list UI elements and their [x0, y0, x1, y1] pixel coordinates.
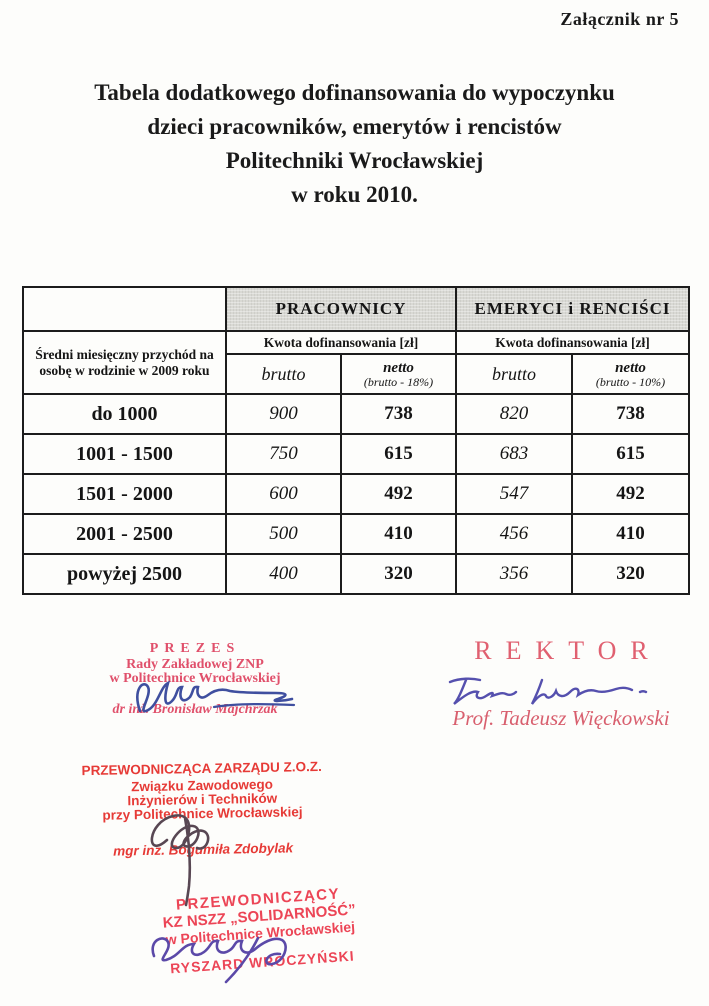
prac-brutto-cell: 400 — [225, 553, 342, 595]
attachment-label: Załącznik nr 5 — [560, 9, 679, 29]
table-amount-header-row: Średni miesięczny przychód na osobę w ro… — [22, 330, 691, 395]
table-row: do 1000 900 738 820 738 — [22, 393, 691, 435]
brutto-header-emeryci: brutto — [455, 353, 574, 395]
netto-label: netto — [383, 359, 414, 376]
income-header-line-1: Średni miesięczny przychód na — [35, 346, 214, 362]
emer-brutto-cell: 356 — [455, 553, 574, 595]
prac-brutto-cell: 600 — [225, 473, 342, 515]
prac-brutto-cell: 900 — [225, 393, 342, 435]
income-cell: 2001 - 2500 — [22, 513, 227, 555]
group-header-emeryci: EMERYCI i RENCIŚCI — [455, 286, 691, 332]
stamp-title: PREZES — [149, 641, 241, 656]
title-line-1: Tabela dodatkowego dofinansowania do wyp… — [94, 80, 615, 105]
emer-brutto-cell: 820 — [455, 393, 574, 435]
emer-brutto-cell: 547 — [455, 473, 574, 515]
netto-header-emeryci: netto (brutto - 10%) — [571, 353, 691, 395]
document-title: Tabela dodatkowego dofinansowania do wyp… — [0, 76, 709, 212]
amount-header-pracownicy: Kwota dofinansowania [zł] — [224, 330, 458, 355]
income-column-header: Średni miesięczny przychód na osobę w ro… — [22, 330, 227, 395]
emer-netto-cell: 410 — [571, 513, 691, 555]
stamp-line: Rady Zakładowej ZNP — [126, 657, 264, 672]
prac-netto-cell: 492 — [339, 473, 458, 515]
prac-netto-cell: 738 — [339, 393, 458, 435]
wroczynski-signature — [151, 936, 287, 984]
table-row: 1001 - 1500 750 615 683 615 — [22, 433, 691, 475]
title-line-2: dzieci pracowników, emerytów i rencistów — [147, 114, 562, 139]
emer-netto-cell: 492 — [571, 473, 691, 515]
netto-note: (brutto - 10%) — [595, 374, 666, 389]
title-line-3: Politechniki Wrocławskiej — [225, 148, 484, 173]
stamp-line: w Politechnice Wrocławskiej — [109, 671, 281, 686]
income-cell: do 1000 — [22, 393, 227, 435]
emer-brutto-cell: 683 — [455, 433, 574, 475]
prac-netto-cell: 615 — [339, 433, 458, 475]
table-row: 1501 - 2000 600 492 547 492 — [22, 473, 691, 515]
table-row: powyżej 2500 400 320 356 320 — [22, 553, 691, 595]
table-group-header-row: PRACOWNICY EMERYCI i RENCIŚCI — [22, 286, 691, 332]
table-blank-corner — [22, 286, 227, 332]
prac-brutto-cell: 750 — [225, 433, 342, 475]
netto-note: (brutto - 18%) — [363, 374, 434, 389]
prac-netto-cell: 320 — [339, 553, 458, 595]
amount-header-emeryci: Kwota dofinansowania [zł] — [455, 330, 691, 355]
table-row: 2001 - 2500 500 410 456 410 — [22, 513, 691, 555]
table-subheader-row: brutto netto (brutto - 18%) brutto netto… — [23, 353, 691, 395]
income-cell: 1501 - 2000 — [22, 473, 227, 515]
signer-name: Prof. Tadeusz Więckowski — [452, 706, 670, 730]
prac-brutto-cell: 500 — [225, 513, 342, 555]
zdobylak-signature — [150, 814, 210, 907]
emer-netto-cell: 615 — [571, 433, 691, 475]
stamp-rektor: REKTOR Prof. Tadeusz Więckowski — [430, 636, 692, 736]
subsidy-table: PRACOWNICY EMERYCI i RENCIŚCI Średni mie… — [22, 286, 691, 595]
title-line-4: w roku 2010. — [291, 182, 418, 207]
brutto-header-pracownicy: brutto — [225, 353, 342, 395]
emer-brutto-cell: 456 — [455, 513, 574, 555]
income-cell: powyżej 2500 — [22, 553, 227, 595]
emer-netto-cell: 320 — [571, 553, 691, 595]
netto-label: netto — [615, 359, 646, 376]
group-header-pracownicy: PRACOWNICY — [224, 286, 458, 332]
income-cell: 1001 - 1500 — [22, 433, 227, 475]
majchrzak-signature — [136, 680, 296, 713]
emer-netto-cell: 738 — [571, 393, 691, 435]
income-header-line-2: osobę w rodzinie w 2009 roku — [39, 362, 210, 378]
wieckowski-signature — [448, 677, 648, 705]
stamp-title: REKTOR — [474, 636, 662, 665]
netto-header-pracownicy: netto (brutto - 18%) — [339, 353, 458, 395]
prac-netto-cell: 410 — [339, 513, 458, 555]
